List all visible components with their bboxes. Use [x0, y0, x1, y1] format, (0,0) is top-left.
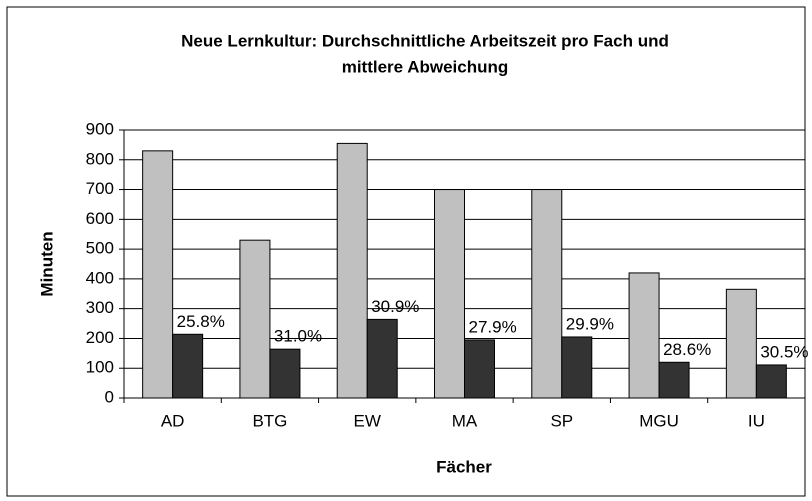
x-tick-label: MA: [452, 411, 478, 430]
y-axis-label: Minuten: [37, 231, 56, 296]
y-tick-label: 400: [86, 268, 114, 287]
y-tick-label: 200: [86, 328, 114, 347]
annotation: 31.0%: [274, 327, 322, 346]
y-tick-label: 300: [86, 298, 114, 317]
y-tick-label: 900: [86, 119, 114, 138]
annotation: 25.8%: [177, 312, 225, 331]
bar: [725, 288, 757, 399]
y-tick-label: 100: [86, 358, 114, 377]
bar: [336, 142, 368, 399]
bar: [239, 239, 271, 399]
annotation: 30.9%: [371, 297, 419, 316]
bar: [531, 189, 563, 399]
bar: [269, 348, 301, 399]
y-tick-label: 700: [86, 179, 114, 198]
chart-title: Neue Lernkultur: Durchschnittliche Arbei…: [181, 31, 669, 50]
y-tick-label: 600: [86, 209, 114, 228]
annotation: 27.9%: [469, 317, 517, 336]
x-tick-label: MGU: [639, 411, 679, 430]
y-tick-label: 0: [105, 387, 114, 406]
chart-frame: [6, 6, 806, 497]
x-tick-label: IU: [748, 411, 765, 430]
x-tick-label: SP: [550, 411, 573, 430]
bar: [172, 333, 204, 399]
y-tick-label: 800: [86, 149, 114, 168]
x-axis-label: Fächer: [436, 457, 492, 476]
chart-title: mittlere Abweichung: [342, 57, 509, 76]
bar: [628, 272, 660, 399]
bar: [142, 150, 174, 399]
annotation: 28.6%: [663, 340, 711, 359]
bar: [366, 318, 398, 399]
annotation: 29.9%: [566, 314, 614, 333]
bar: [658, 361, 690, 399]
bar: [464, 339, 495, 399]
x-tick-label: AD: [161, 411, 185, 430]
bar: [434, 189, 465, 399]
x-tick-label: EW: [354, 411, 381, 430]
bar: [561, 336, 593, 399]
x-tick-label: BTG: [252, 411, 287, 430]
annotation: 30.5%: [760, 342, 808, 361]
bar: [755, 364, 787, 399]
y-tick-label: 500: [86, 239, 114, 258]
